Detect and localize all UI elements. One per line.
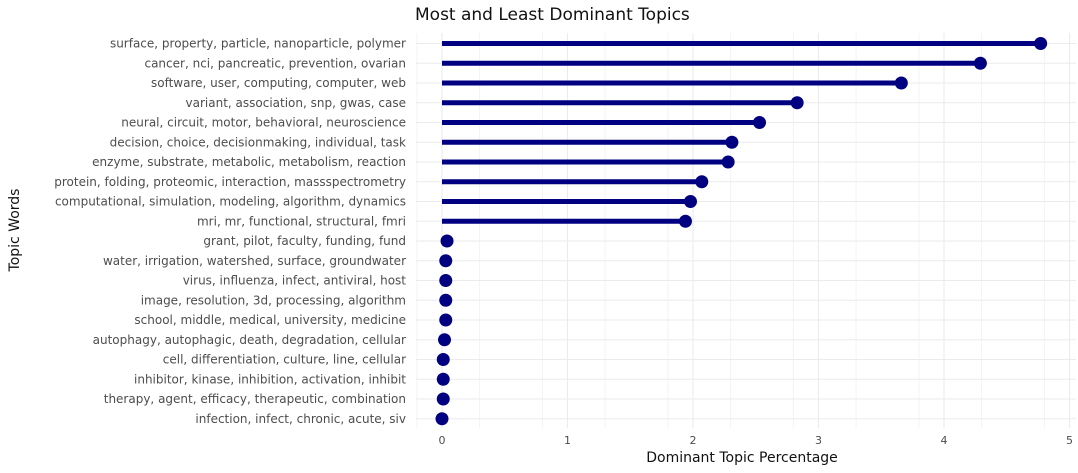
point — [1034, 37, 1048, 50]
point — [436, 392, 450, 406]
point — [790, 96, 804, 110]
y-axis-title: Topic Words — [7, 189, 23, 273]
y-tick-label: mri, mr, functional, structural, fmri — [197, 214, 406, 228]
x-tick-label: 0 — [439, 434, 446, 447]
y-tick-label: autophagy, autophagic, death, degradatio… — [93, 333, 406, 347]
point — [439, 254, 453, 268]
x-tick-label: 3 — [815, 434, 822, 447]
y-tick-label: surface, property, particle, nanoparticl… — [110, 37, 406, 51]
y-tick-label: cell, differentiation, culture, line, ce… — [163, 353, 406, 367]
point — [436, 372, 450, 386]
y-tick-label: enzyme, substrate, metabolic, metabolism… — [92, 155, 406, 169]
point — [721, 155, 735, 169]
point — [439, 313, 453, 327]
y-tick-label: cancer, nci, pancreatic, prevention, ova… — [144, 56, 406, 70]
y-tick-label: image, resolution, 3d, processing, algor… — [141, 293, 406, 307]
point — [440, 234, 454, 248]
point — [678, 214, 692, 228]
y-tick-label: virus, influenza, infect, antiviral, hos… — [183, 274, 407, 288]
point — [435, 412, 449, 426]
stems — [442, 41, 1041, 402]
y-tick-label: software, user, computing, computer, web — [151, 76, 406, 90]
y-tick-label: grant, pilot, faculty, funding, fund — [203, 234, 406, 248]
point — [894, 76, 908, 90]
y-tick-label: decision, choice, decisionmaking, indivi… — [110, 135, 406, 149]
grid — [416, 33, 1076, 428]
point — [973, 56, 987, 70]
point — [439, 274, 453, 287]
x-axis-title: Dominant Topic Percentage — [646, 450, 838, 466]
y-tick-label: computational, simulation, modeling, alg… — [55, 195, 406, 209]
point — [438, 333, 452, 347]
y-tick-label: variant, association, snp, gwas, case — [186, 96, 406, 110]
point — [725, 135, 739, 149]
x-tick-label: 4 — [941, 434, 948, 447]
x-tick-label: 2 — [690, 434, 697, 447]
y-tick-label: protein, folding, proteomic, interaction… — [54, 175, 406, 189]
point — [695, 175, 709, 189]
chart-title: Most and Least Dominant Topics — [415, 5, 690, 25]
point — [683, 195, 697, 208]
y-tick-label: school, middle, medical, university, med… — [134, 313, 406, 327]
point — [436, 353, 450, 366]
y-tick-label: inhibitor, kinase, inhibition, activatio… — [134, 372, 406, 386]
x-tick-label: 1 — [564, 434, 571, 447]
y-tick-label: therapy, agent, efficacy, therapeutic, c… — [104, 392, 406, 406]
y-tick-label: water, irrigation, watershed, surface, g… — [103, 254, 406, 268]
point — [753, 116, 767, 129]
y-tick-labels: surface, property, particle, nanoparticl… — [54, 37, 406, 426]
point — [439, 293, 453, 307]
y-tick-label: infection, infect, chronic, acute, siv — [195, 412, 406, 426]
x-tick-label: 5 — [1066, 434, 1073, 447]
x-tick-labels: 0 1 2 3 4 5 — [439, 434, 1074, 447]
points — [435, 37, 1048, 426]
y-tick-label: neural, circuit, motor, behavioral, neur… — [121, 116, 406, 130]
